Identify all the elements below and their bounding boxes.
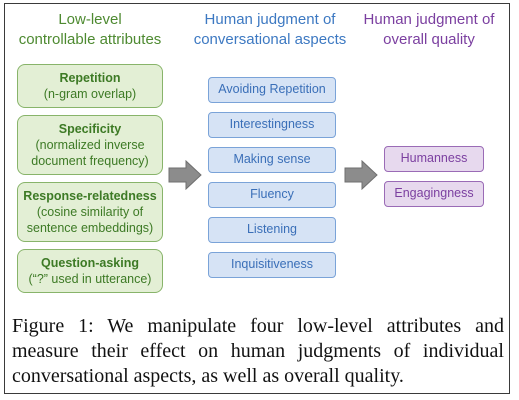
aspect-box-listening: Listening: [208, 217, 336, 243]
aspects-title-line-2: conversational aspects: [193, 31, 347, 48]
aspect-box-interestingness: Interestingness: [208, 112, 336, 138]
quality-title-line-1: Human judgment of: [363, 11, 495, 28]
attribute-box-specificity: Specificity (normalized inverse document…: [17, 115, 163, 175]
attribute-desc: document frequency): [31, 154, 149, 168]
attribute-desc: sentence embeddings): [26, 221, 154, 235]
aspects-column-title: Human judgment of conversational aspects: [184, 10, 356, 50]
attributes-title-line-1: Low-level: [58, 11, 122, 28]
quality-title-line-2: overall quality: [383, 31, 475, 48]
figure-caption: Figure 1: We manipulate four low-level a…: [12, 315, 504, 387]
aspect-box-avoiding-repetition: Avoiding Repetition: [208, 77, 336, 103]
attributes-column-title: Low-level controllable attributes: [10, 10, 170, 50]
attribute-title: Specificity: [58, 122, 122, 136]
right-arrow-icon: [344, 160, 378, 190]
attribute-desc: (“?” used in utterance): [28, 272, 152, 286]
quality-column-title: Human judgment of overall quality: [358, 10, 500, 50]
quality-box-engagingness: Engagingness: [384, 181, 484, 207]
attribute-title: Repetition: [59, 71, 121, 85]
right-arrow-icon: [168, 160, 202, 190]
aspect-box-fluency: Fluency: [208, 182, 336, 208]
quality-box-humanness: Humanness: [384, 146, 484, 172]
aspect-box-inquisitiveness: Inquisitiveness: [208, 252, 336, 278]
attribute-title: Response-relatedness: [23, 189, 157, 203]
attribute-desc: (normalized inverse: [35, 138, 145, 152]
attribute-box-repetition: Repetition (n-gram overlap): [17, 64, 163, 108]
aspects-title-line-1: Human judgment of: [204, 11, 336, 28]
attribute-box-question-asking: Question-asking (“?” used in utterance): [17, 249, 163, 293]
attribute-desc: (n-gram overlap): [43, 87, 137, 101]
attributes-title-line-2: controllable attributes: [18, 31, 162, 48]
attribute-title: Question-asking: [41, 256, 139, 270]
attribute-box-response-relatedness: Response-relatedness (cosine similarity …: [17, 182, 163, 242]
aspect-box-making-sense: Making sense: [208, 147, 336, 173]
attribute-desc: (cosine similarity of: [36, 205, 144, 219]
